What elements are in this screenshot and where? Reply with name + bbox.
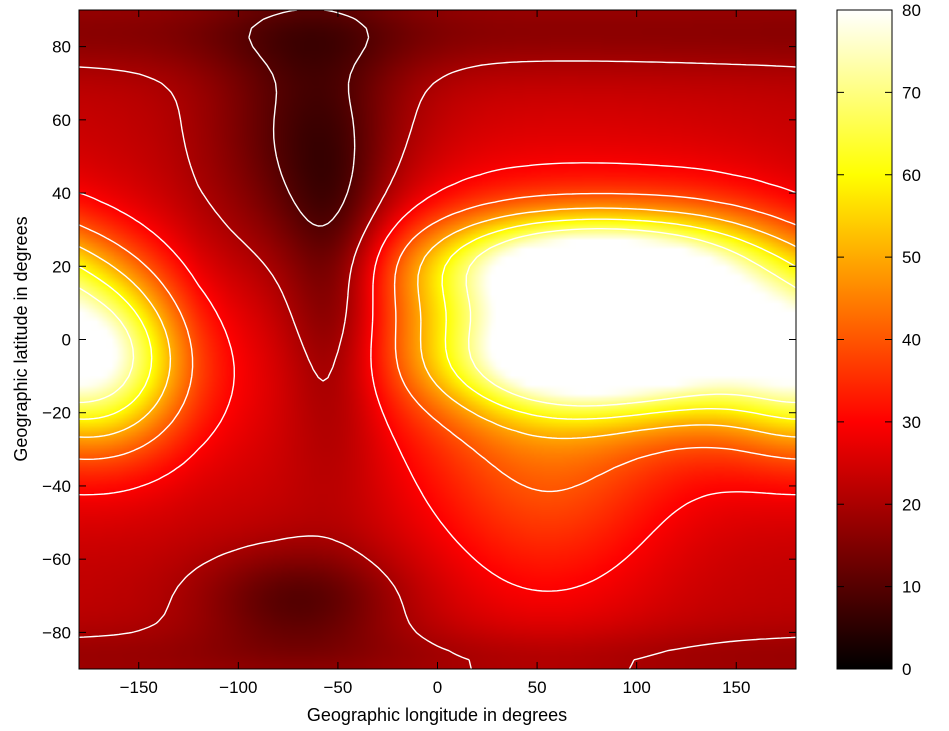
x-tick-label: 50 <box>528 678 547 697</box>
colorbar-tick-label: 30 <box>902 413 921 432</box>
colorbar-tick-label: 80 <box>902 1 921 20</box>
contour-lines <box>79 10 796 669</box>
y-tick-label: −60 <box>42 550 71 569</box>
y-axis: 80 60 40 20 0 −20 −40 −60 −80 <box>42 38 796 642</box>
plot-area: −150 −100 −50 0 50 100 150 80 60 40 20 0 −20 −40 −60 −… <box>42 9 797 697</box>
y-axis-label: Geographic latitude in degrees <box>11 216 31 461</box>
colorbar-ticks: 80 70 60 50 40 30 20 10 0 <box>837 1 921 679</box>
y-tick-label: 40 <box>52 184 71 203</box>
colorbar-tick-label: 20 <box>902 495 921 514</box>
colorbar-tick-label: 60 <box>902 166 921 185</box>
contour-level-30 <box>79 162 796 592</box>
x-tick-label: 150 <box>722 678 750 697</box>
contour-level-20 <box>79 60 796 669</box>
colorbar-tick-label: 40 <box>902 331 921 350</box>
colorbar: 80 70 60 50 40 30 20 10 0 <box>836 1 921 679</box>
y-tick-label: 80 <box>52 38 71 57</box>
colorbar-tick-label: 50 <box>902 248 921 267</box>
contour-level-10 <box>248 10 370 227</box>
x-axis-label: Geographic longitude in degrees <box>307 705 567 725</box>
heatmap-image <box>79 10 796 669</box>
colorbar-fill <box>836 9 893 670</box>
y-tick-label: 0 <box>62 331 71 350</box>
x-tick-label: −50 <box>323 678 352 697</box>
colorbar-tick-label: 10 <box>902 578 921 597</box>
x-tick-label: −100 <box>219 678 257 697</box>
y-tick-label: 60 <box>52 111 71 130</box>
x-tick-label: 0 <box>433 678 442 697</box>
y-tick-label: −80 <box>42 623 71 642</box>
colorbar-tick-label: 70 <box>902 83 921 102</box>
y-tick-label: −20 <box>42 404 71 423</box>
colorbar-tick-label: 0 <box>902 660 911 679</box>
y-tick-label: −40 <box>42 477 71 496</box>
x-tick-label: 100 <box>622 678 650 697</box>
x-axis: −150 −100 −50 0 50 100 150 <box>120 10 750 697</box>
y-tick-label: 20 <box>52 257 71 276</box>
contour-level-70 <box>79 228 796 407</box>
contour-level-40 <box>79 192 796 493</box>
x-tick-label: −150 <box>120 678 158 697</box>
contour-level-50 <box>79 207 796 440</box>
contour-level-60 <box>79 218 796 420</box>
